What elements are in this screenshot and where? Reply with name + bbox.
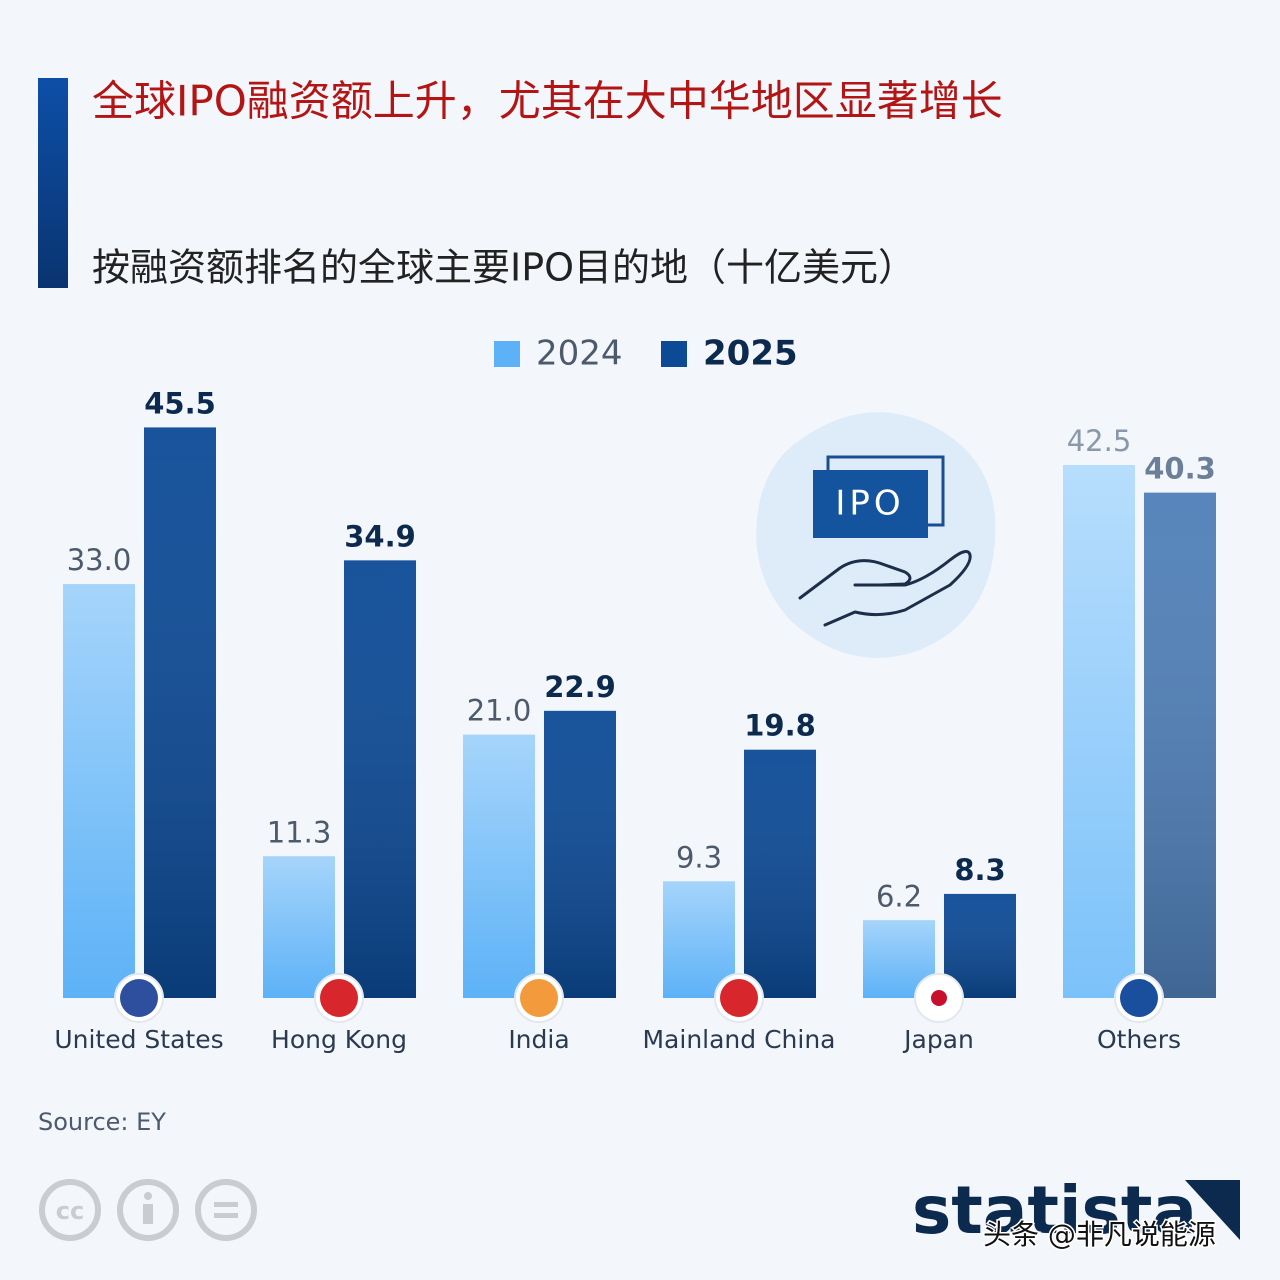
value-label: 22.9: [544, 670, 616, 704]
value-label: 21.0: [467, 694, 532, 728]
bar-shade: [63, 584, 135, 998]
bar-shade: [263, 856, 335, 998]
bar-shade: [1063, 465, 1135, 998]
bar-shade: [344, 560, 416, 998]
brand: statista: [912, 1172, 1197, 1249]
x-tick-label: Japan: [902, 1025, 974, 1054]
flag-dot: [931, 990, 947, 1006]
bar-shade: [1144, 492, 1216, 998]
svg-text:cc: cc: [56, 1197, 84, 1225]
source: Source: EY: [38, 1108, 166, 1136]
bar-shade: [463, 734, 535, 998]
bar-shade: [144, 427, 216, 998]
value-label: 11.3: [267, 815, 332, 849]
value-label: 33.0: [67, 543, 132, 577]
brand-mark: [1185, 1180, 1240, 1240]
value-label: 45.5: [144, 386, 216, 420]
value-label: 19.8: [744, 709, 816, 743]
flag-inner: [320, 979, 358, 1017]
flag-inner: [520, 979, 558, 1017]
value-label: 40.3: [1144, 452, 1216, 486]
legend-swatch: [661, 341, 687, 367]
x-tick-label: Hong Kong: [271, 1025, 407, 1054]
chart-subtitle: 按融资额排名的全球主要IPO目的地（十亿美元）: [92, 246, 916, 290]
value-label: 6.2: [876, 879, 922, 913]
illustration-label: IPO: [835, 484, 904, 524]
x-tick-label: India: [508, 1025, 569, 1054]
legend-label: 2025: [703, 334, 798, 374]
x-tick-label: United States: [54, 1025, 223, 1054]
legend-swatch: [494, 341, 520, 367]
legend-label: 2024: [536, 334, 623, 374]
flag-inner: [1120, 979, 1158, 1017]
flag-inner: [720, 979, 758, 1017]
value-label: 9.3: [676, 840, 722, 874]
accent-bar: [38, 78, 68, 288]
value-label: 8.3: [954, 853, 1005, 887]
chart-title: 全球IPO融资额上升，尤其在大中华地区显著增长: [92, 77, 1003, 126]
bar-shade: [544, 710, 616, 998]
x-tick-label: Others: [1097, 1025, 1181, 1054]
watermark: 头条 @非凡说能源: [983, 1218, 1216, 1251]
cc-icons: cc: [39, 1179, 257, 1241]
value-label: 34.9: [344, 519, 416, 553]
flag-inner: [120, 979, 158, 1017]
x-tick-label: Mainland China: [642, 1025, 835, 1054]
bar-shade: [744, 749, 816, 998]
illustration: IPO: [756, 412, 996, 658]
value-label: 42.5: [1067, 424, 1132, 458]
bar-shade: [663, 881, 735, 998]
